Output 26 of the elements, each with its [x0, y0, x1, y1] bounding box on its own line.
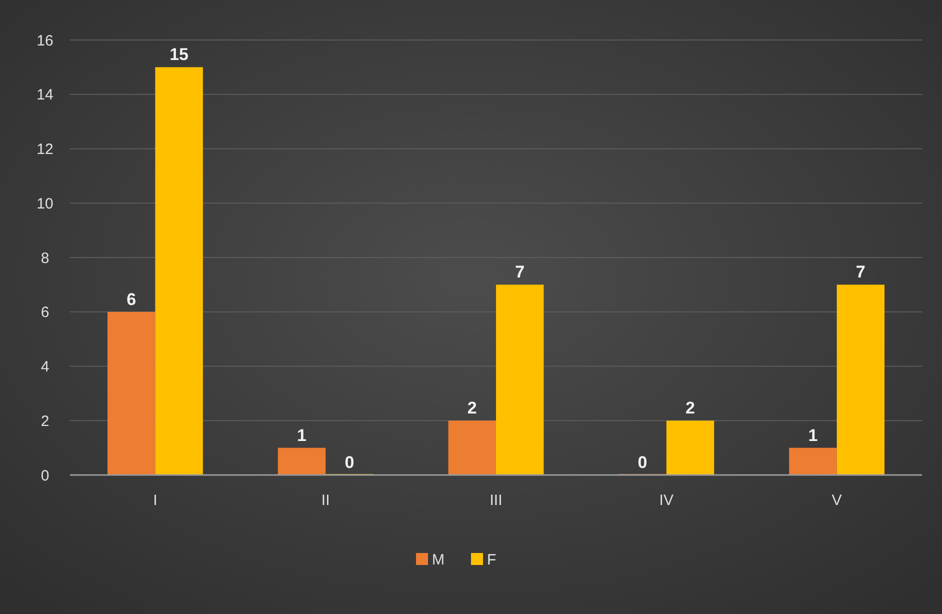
- y-tick-label: 8: [40, 250, 50, 267]
- x-tick-label: IV: [659, 492, 674, 509]
- y-tick-label: 0: [40, 467, 50, 484]
- y-tick-label: 14: [36, 86, 54, 104]
- data-label: 6: [126, 290, 136, 309]
- x-tick-label: II: [321, 492, 330, 509]
- data-label: 0: [638, 453, 648, 472]
- y-tick-label: 10: [36, 195, 54, 212]
- data-label: 1: [808, 426, 818, 445]
- data-label: 15: [170, 45, 189, 64]
- y-tick-label: 6: [40, 304, 50, 322]
- data-label: 7: [515, 262, 525, 282]
- data-label: 2: [686, 398, 695, 418]
- legend-label: M: [432, 551, 444, 568]
- x-tick-label: III: [490, 492, 502, 509]
- x-tick-label: I: [153, 492, 158, 509]
- data-label: 1: [297, 426, 306, 445]
- data-label: 2: [467, 398, 477, 418]
- y-tick-label: 16: [36, 32, 54, 50]
- data-label: 0: [344, 453, 354, 472]
- y-tick-label: 12: [36, 141, 54, 158]
- x-tick-label: V: [832, 492, 842, 509]
- y-tick-label: 4: [40, 358, 50, 376]
- y-tick-label: 2: [40, 412, 50, 430]
- data-label: 7: [856, 262, 866, 282]
- legend-label: F: [487, 551, 496, 568]
